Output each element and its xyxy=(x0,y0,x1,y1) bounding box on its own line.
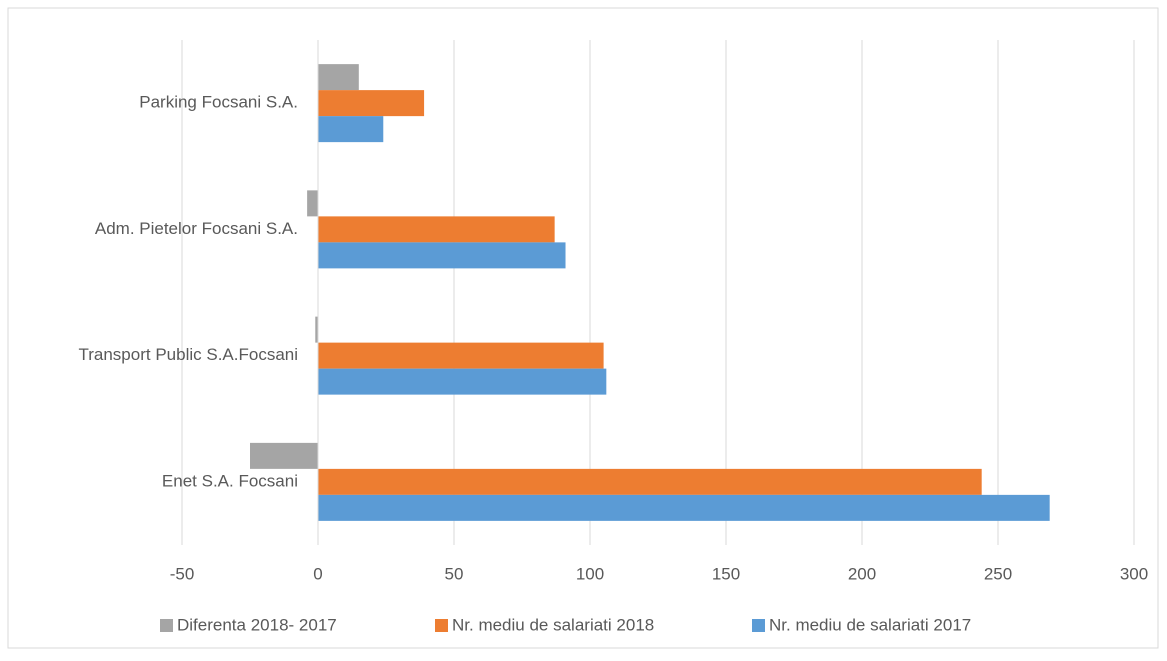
legend-label: Nr. mediu de salariati 2018 xyxy=(452,615,654,634)
bar xyxy=(318,468,982,495)
x-tick-label: 250 xyxy=(984,564,1012,583)
legend-label: Diferenta 2018- 2017 xyxy=(177,615,337,634)
x-tick-label: 150 xyxy=(712,564,740,583)
y-tick-label: Adm. Pietelor Focsani S.A. xyxy=(95,219,298,238)
bar xyxy=(250,442,318,469)
x-tick-label: 0 xyxy=(313,564,322,583)
y-tick-label: Parking Focsani S.A. xyxy=(139,93,298,112)
x-tick-label: -50 xyxy=(170,564,195,583)
bar xyxy=(318,90,425,117)
chart-frame xyxy=(7,7,1159,649)
legend-swatch xyxy=(435,619,448,632)
bar xyxy=(318,342,604,369)
x-tick-label: 200 xyxy=(848,564,876,583)
bar xyxy=(318,368,607,395)
bar xyxy=(318,64,359,91)
bar xyxy=(318,116,384,143)
legend-label: Nr. mediu de salariati 2017 xyxy=(769,615,971,634)
legend-swatch xyxy=(752,619,765,632)
bar xyxy=(318,242,566,269)
y-tick-label: Enet S.A. Focsani xyxy=(162,471,298,490)
bar xyxy=(318,494,1050,521)
x-tick-label: 300 xyxy=(1120,564,1148,583)
bar xyxy=(315,316,318,343)
x-tick-label: 50 xyxy=(445,564,464,583)
y-tick-label: Transport Public S.A.Focsani xyxy=(78,345,298,364)
legend-swatch xyxy=(160,619,173,632)
bar xyxy=(318,216,555,243)
x-tick-label: 100 xyxy=(576,564,604,583)
bar xyxy=(307,190,318,217)
